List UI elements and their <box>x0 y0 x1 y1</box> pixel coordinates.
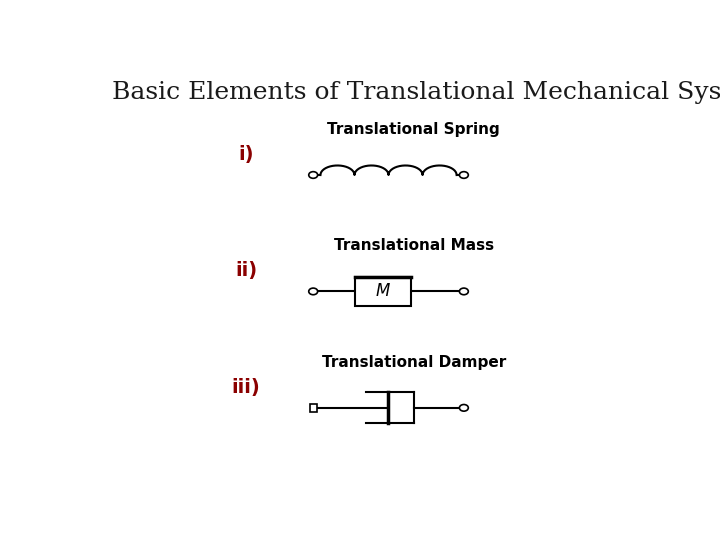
Text: $M$: $M$ <box>375 282 391 300</box>
Text: iii): iii) <box>232 377 261 396</box>
Text: i): i) <box>238 145 254 164</box>
Bar <box>355 277 411 306</box>
Text: Translational Spring: Translational Spring <box>328 122 500 137</box>
Text: ii): ii) <box>235 261 257 280</box>
Text: Basic Elements of Translational Mechanical Systems: Basic Elements of Translational Mechanic… <box>112 82 720 104</box>
Text: Translational Damper: Translational Damper <box>322 355 505 369</box>
Bar <box>310 404 317 411</box>
Text: Translational Mass: Translational Mass <box>333 238 494 253</box>
